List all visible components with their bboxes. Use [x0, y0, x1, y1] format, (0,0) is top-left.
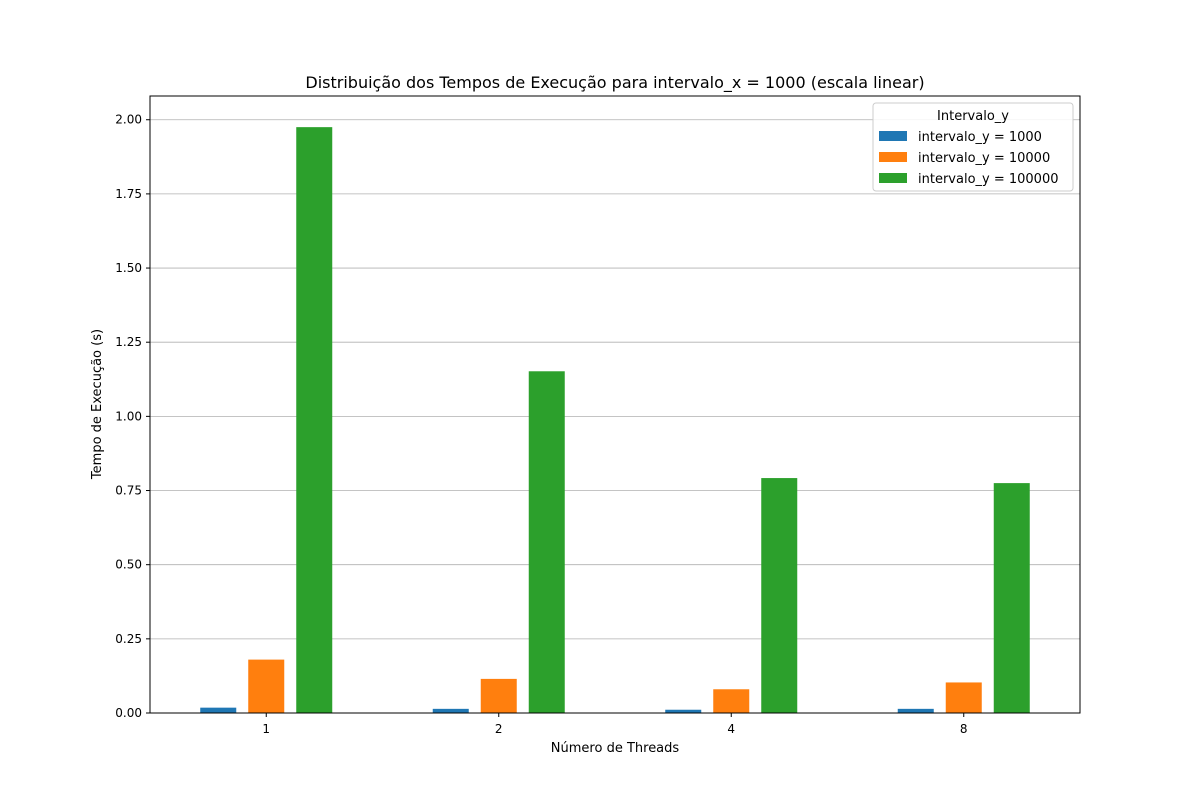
y-tick-label: 1.75: [115, 187, 142, 201]
bar: [200, 707, 237, 713]
bar: [296, 127, 333, 714]
y-tick-label: 0.75: [115, 484, 142, 498]
bar: [897, 708, 934, 713]
bar: [480, 678, 517, 713]
bar: [528, 371, 565, 713]
legend-swatch: [879, 131, 907, 141]
chart-title: Distribuição dos Tempos de Execução para…: [305, 73, 924, 93]
y-tick-label: 0.25: [115, 632, 142, 646]
legend-label: intervalo_y = 100000: [918, 172, 1059, 187]
bar: [713, 689, 750, 713]
legend-entries: intervalo_y = 1000 intervalo_y = 10000 int…: [879, 130, 1059, 187]
y-tick-label: 0.00: [115, 706, 142, 720]
axes-frame: [149, 95, 1081, 714]
legend: Intervalo_y intervalo_y = 1000intervalo_…: [872, 102, 1074, 192]
y-tick-label: 2.00: [115, 113, 142, 127]
y-tick-label: 1.50: [115, 261, 142, 275]
bar: [432, 708, 469, 713]
legend-box: [872, 102, 1074, 192]
legend-label: intervalo_y = 1000: [918, 130, 1042, 145]
x-axis-label: Número de Threads: [551, 741, 680, 756]
bars-layer: [200, 127, 1030, 714]
bar: [665, 709, 702, 713]
ticks-layer: 0.00 0.25 0.50 0.75 1.00 1.25 1.50 1.75 2.00 1 2 4 8: [115, 113, 967, 736]
legend-swatch: [879, 173, 907, 183]
x-tick-label: 4: [727, 722, 735, 736]
bar: [761, 478, 798, 713]
y-tick-label: 1.00: [115, 409, 142, 423]
y-tick-label: 0.50: [115, 558, 142, 572]
legend-label: intervalo_y = 10000: [918, 151, 1050, 166]
legend-swatch: [879, 152, 907, 162]
bar: [945, 682, 982, 713]
x-tick-label: 1: [262, 722, 270, 736]
y-tick-label: 1.25: [115, 335, 142, 349]
y-axis-label: Tempo de Execução (s): [90, 329, 105, 480]
bar: [248, 659, 285, 713]
x-tick-label: 8: [960, 722, 968, 736]
bar: [993, 483, 1030, 713]
legend-title: Intervalo_y: [937, 109, 1009, 124]
x-tick-label: 2: [495, 722, 503, 736]
